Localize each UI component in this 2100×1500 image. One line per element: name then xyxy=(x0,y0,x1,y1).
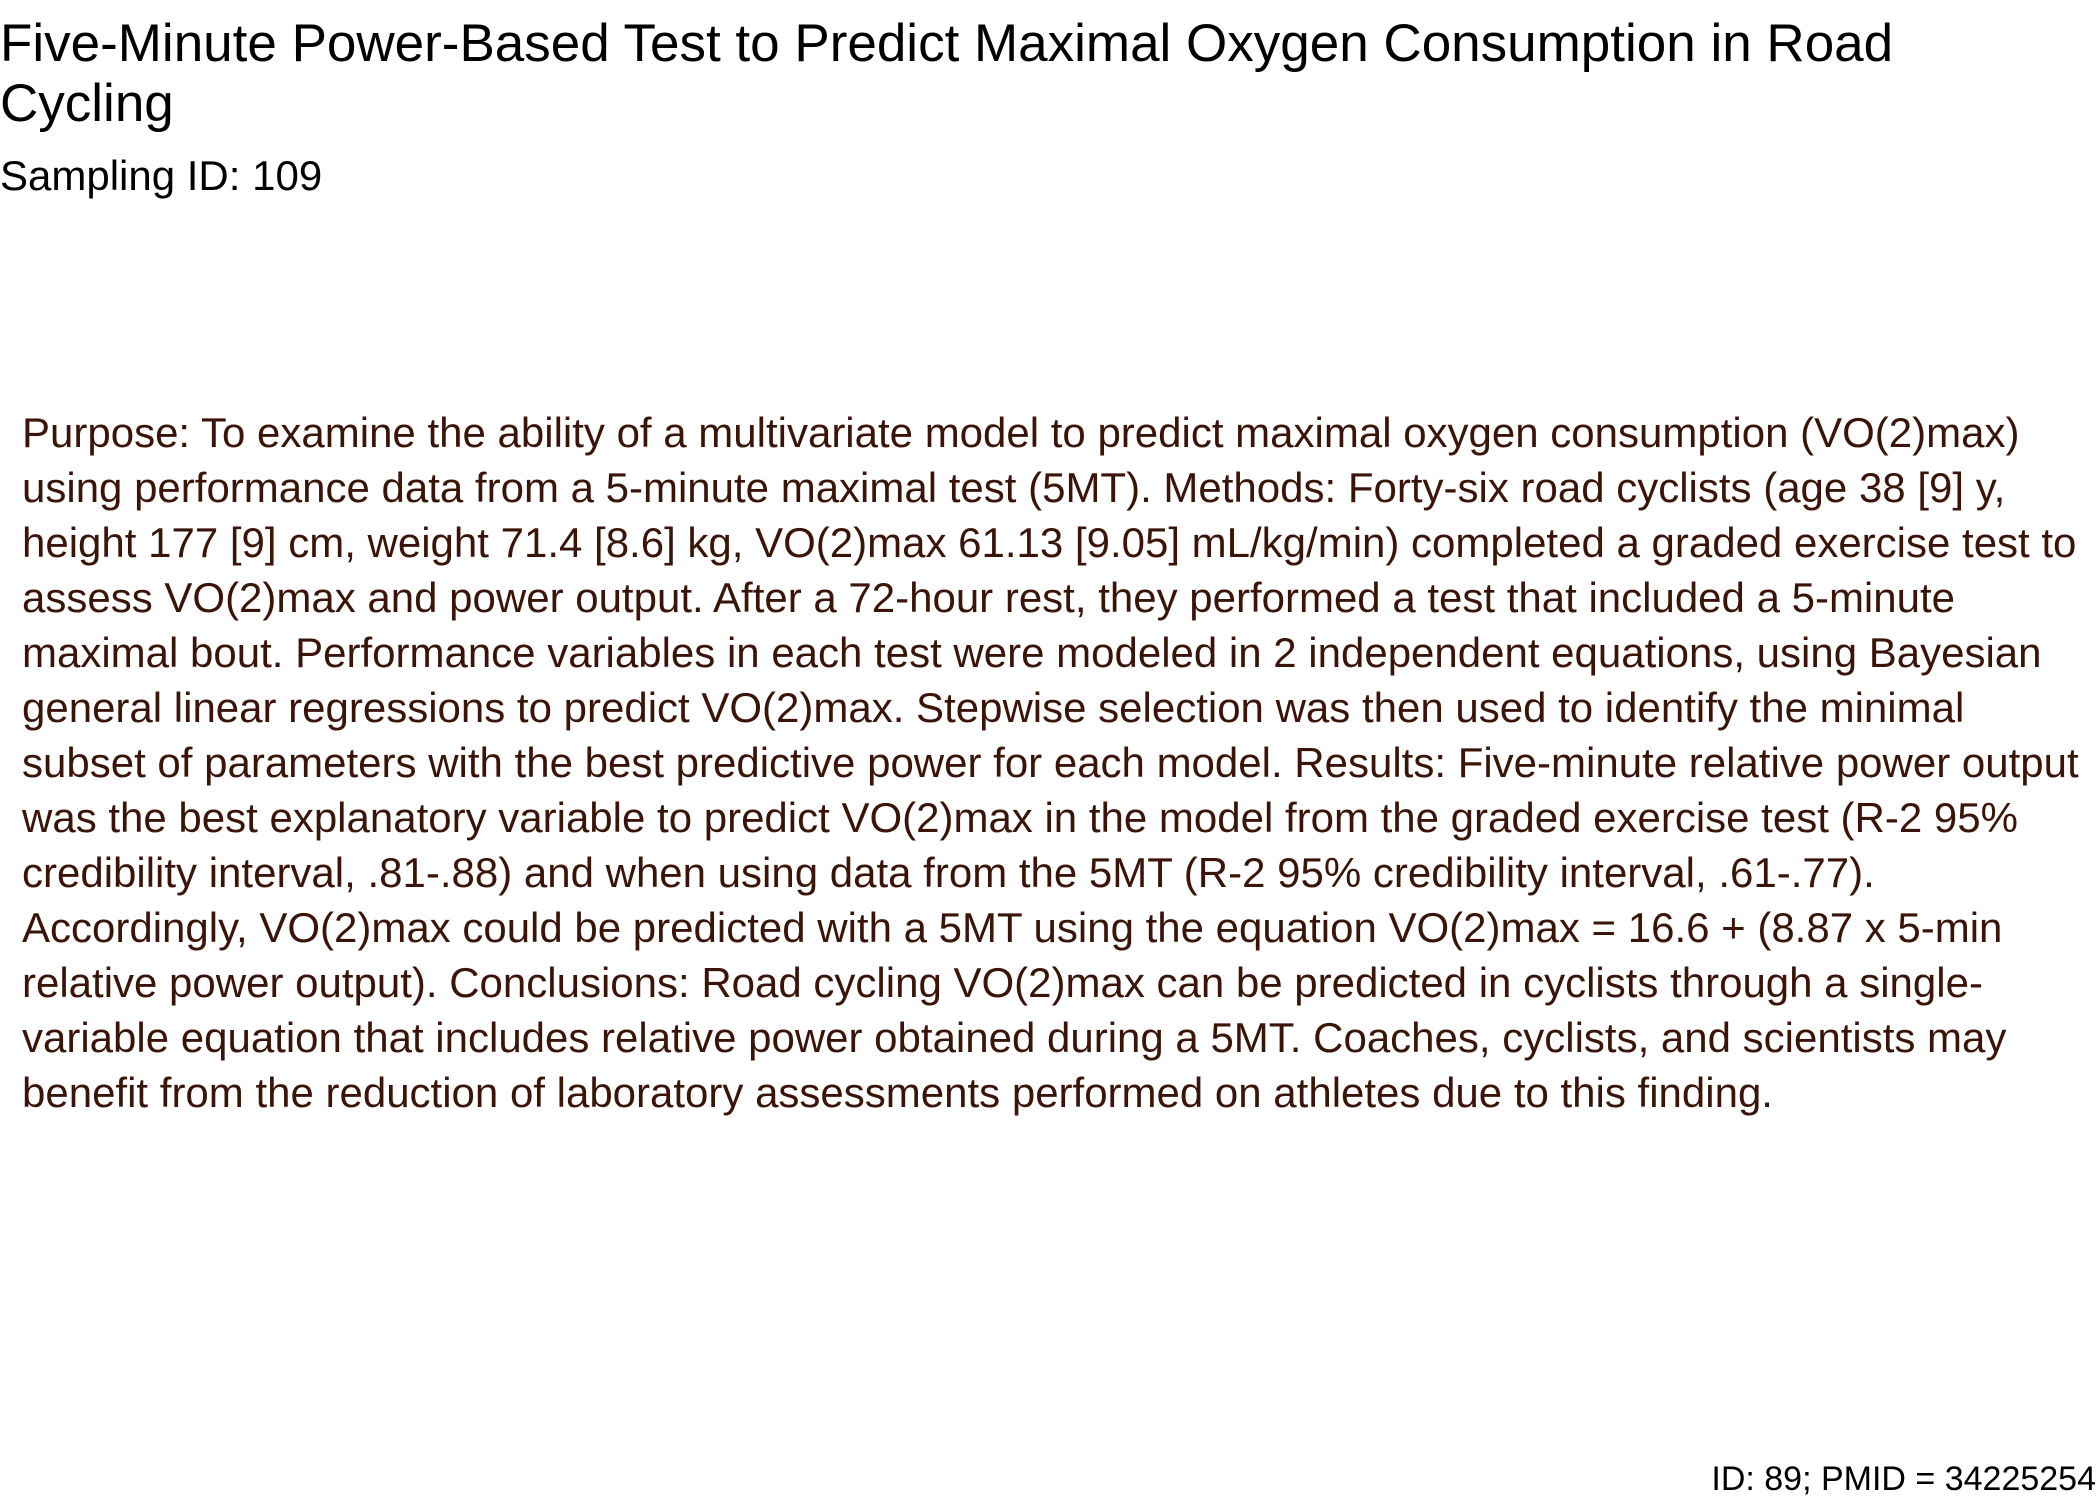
footer-id: ID: 89; PMID = 34225254 xyxy=(1711,1460,2096,1498)
paper-title: Five-Minute Power-Based Test to Predict … xyxy=(0,14,1894,133)
abstract-text: Purpose: To examine the ability of a mul… xyxy=(22,409,2079,1116)
sampling-id: Sampling ID: 109 xyxy=(0,152,323,199)
